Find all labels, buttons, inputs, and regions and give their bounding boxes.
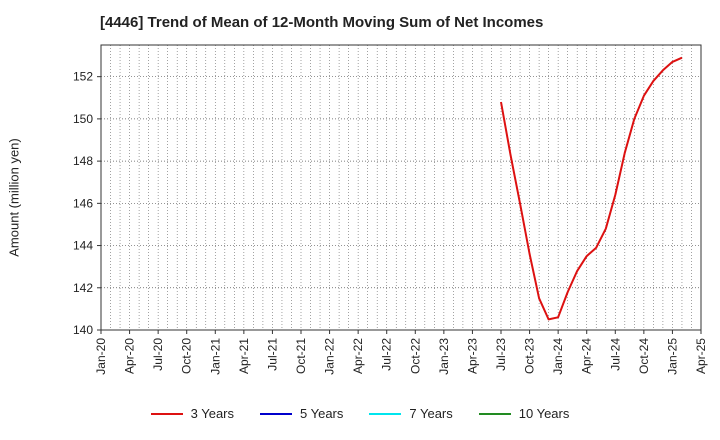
y-tick-label: 140 xyxy=(73,323,93,337)
x-tick-label: Jan-24 xyxy=(551,338,565,375)
x-tick-label: Jul-20 xyxy=(151,338,165,371)
x-tick-label: Jan-25 xyxy=(665,338,679,375)
chart-title: [4446] Trend of Mean of 12-Month Moving … xyxy=(100,14,544,31)
legend-item: 3 Years xyxy=(150,406,234,421)
x-tick-label: Jul-21 xyxy=(265,338,279,371)
x-tick-label: Apr-21 xyxy=(237,338,251,374)
legend-swatch xyxy=(478,412,511,415)
x-tick-label: Jul-22 xyxy=(380,338,394,371)
legend-label: 5 Years xyxy=(300,406,344,421)
x-tick-label: Jul-23 xyxy=(494,338,508,371)
x-tick-label: Jan-20 xyxy=(94,338,108,375)
y-tick-label: 150 xyxy=(73,112,93,126)
x-tick-label: Oct-21 xyxy=(294,338,308,374)
x-tick-label: Apr-20 xyxy=(123,338,137,374)
x-tick-label: Oct-22 xyxy=(408,338,422,374)
legend-item: 7 Years xyxy=(369,406,453,421)
legend-item: 10 Years xyxy=(478,406,570,421)
series-line-3-years xyxy=(500,56,683,321)
legend-swatch xyxy=(369,412,402,415)
plot-frame xyxy=(100,44,702,331)
y-tick-label: 152 xyxy=(73,70,93,84)
y-tick-label: 142 xyxy=(73,281,93,295)
legend-label: 7 Years xyxy=(409,406,453,421)
x-tick-label: Apr-24 xyxy=(580,338,594,374)
x-tick-label: Oct-20 xyxy=(180,338,194,374)
x-tick-label: Apr-22 xyxy=(351,338,365,374)
y-tick-label: 144 xyxy=(73,239,93,253)
x-tick-label: Jan-23 xyxy=(437,338,451,375)
x-tick-label: Jan-22 xyxy=(323,338,337,375)
legend-swatch xyxy=(260,412,292,415)
legend: 3 Years 5 Years 7 Years 10 Years xyxy=(0,406,720,421)
y-tick-label: 148 xyxy=(73,154,93,168)
x-tick-label: Apr-23 xyxy=(465,338,479,374)
x-tick-label: Oct-23 xyxy=(523,338,537,374)
x-tick-label: Jul-24 xyxy=(608,338,622,371)
y-tick-label: 146 xyxy=(73,196,93,210)
legend-label: 3 Years xyxy=(190,406,234,421)
legend-label: 10 Years xyxy=(518,406,570,421)
legend-item: 5 Years xyxy=(260,406,343,421)
x-tick-label: Jan-21 xyxy=(208,338,222,375)
legend-swatch xyxy=(150,412,183,415)
x-tick-label: Apr-25 xyxy=(694,338,708,374)
x-tick-label: Oct-24 xyxy=(637,338,651,374)
